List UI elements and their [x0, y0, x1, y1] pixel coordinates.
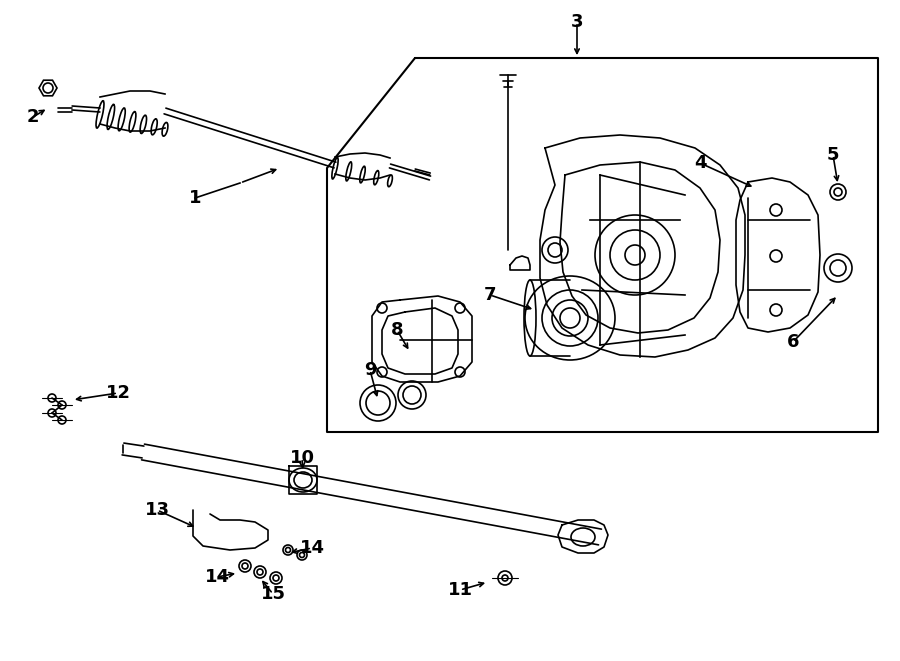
Text: 6: 6 [787, 333, 799, 351]
Text: 2: 2 [27, 108, 40, 126]
Text: 3: 3 [571, 13, 583, 31]
Text: 8: 8 [391, 321, 403, 339]
Text: 9: 9 [364, 361, 376, 379]
Text: 4: 4 [694, 154, 706, 172]
Text: 10: 10 [290, 449, 314, 467]
Text: 12: 12 [105, 384, 130, 402]
Text: 14: 14 [204, 568, 230, 586]
Text: 13: 13 [145, 501, 169, 519]
Text: 11: 11 [447, 581, 473, 599]
Text: 7: 7 [484, 286, 496, 304]
Text: 14: 14 [300, 539, 325, 557]
Text: 15: 15 [260, 585, 285, 603]
Text: 5: 5 [827, 146, 839, 164]
Text: 1: 1 [189, 189, 202, 207]
